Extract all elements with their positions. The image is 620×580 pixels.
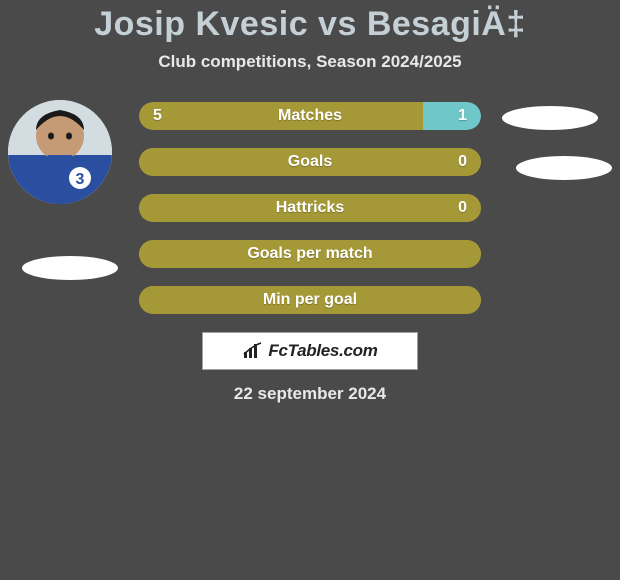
content-area: 3 5 Matches 1 Goals 0 Hattricks 0: [0, 100, 620, 404]
bar-fill-right: [423, 102, 481, 130]
page-title: Josip Kvesic vs BesagiÄ‡: [0, 5, 620, 44]
placeholder-ellipse-right-1: [502, 106, 598, 130]
chart-icon: [242, 342, 264, 360]
stat-label: Min per goal: [263, 291, 357, 309]
player-photo-left: 3: [8, 100, 112, 204]
logo-text: FcTables.com: [268, 341, 377, 361]
stat-value-right: 0: [458, 153, 467, 171]
footer-date: 22 september 2024: [0, 384, 620, 404]
stat-bar-matches: 5 Matches 1: [139, 102, 481, 130]
stat-bar-goals: Goals 0: [139, 148, 481, 176]
stat-bar-mpg: Min per goal: [139, 286, 481, 314]
source-logo[interactable]: FcTables.com: [202, 332, 418, 370]
comparison-widget: Josip Kvesic vs BesagiÄ‡ Club competitio…: [0, 0, 620, 404]
stat-label: Goals per match: [247, 245, 372, 263]
placeholder-ellipse-left: [22, 256, 118, 280]
page-subtitle: Club competitions, Season 2024/2025: [0, 52, 620, 72]
placeholder-ellipse-right-2: [516, 156, 612, 180]
stat-value-left: 5: [153, 107, 162, 125]
stat-value-right: 0: [458, 199, 467, 217]
stat-value-right: 1: [458, 107, 467, 125]
stat-bar-hattricks: Hattricks 0: [139, 194, 481, 222]
stat-label: Hattricks: [276, 199, 344, 217]
stat-bar-gpm: Goals per match: [139, 240, 481, 268]
stat-bars: 5 Matches 1 Goals 0 Hattricks 0 Goals pe…: [139, 100, 481, 314]
svg-text:3: 3: [76, 171, 85, 188]
stat-label: Goals: [288, 153, 332, 171]
stat-label: Matches: [278, 107, 342, 125]
avatar-icon: 3: [8, 100, 112, 204]
